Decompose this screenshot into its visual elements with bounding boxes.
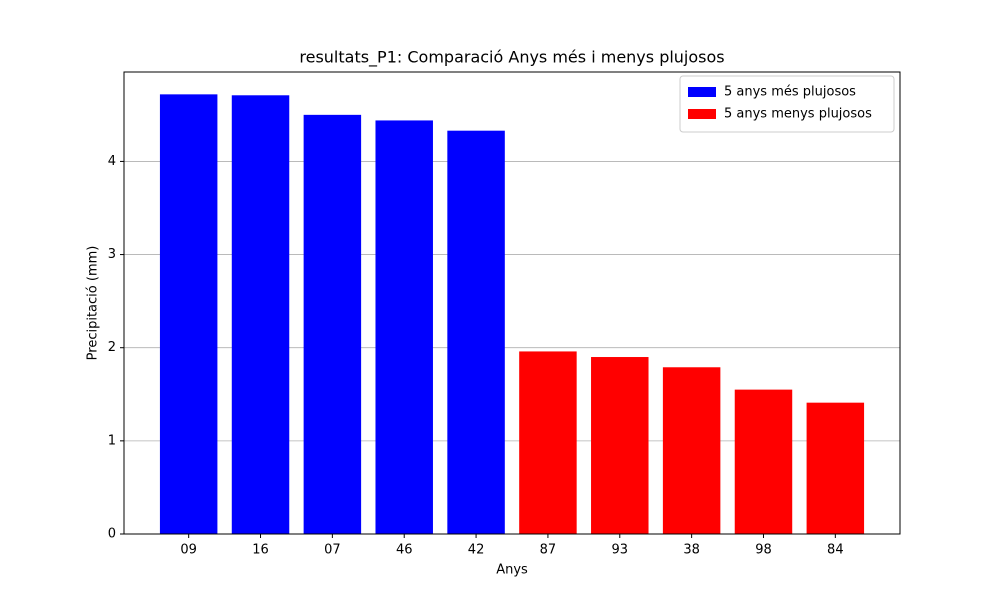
x-axis-label: Anys bbox=[496, 563, 528, 578]
y-tick-label: 0 bbox=[108, 527, 116, 542]
y-tick-label: 1 bbox=[108, 433, 116, 448]
x-tick-label: 87 bbox=[540, 543, 557, 558]
x-tick-label: 16 bbox=[252, 543, 269, 558]
bar bbox=[662, 367, 721, 534]
y-axis-label: Precipitació (mm) bbox=[86, 246, 101, 361]
bar bbox=[375, 120, 433, 534]
x-tick-label: 09 bbox=[180, 543, 197, 558]
x-tick-label: 93 bbox=[612, 543, 629, 558]
x-tick-label: 07 bbox=[324, 543, 341, 558]
bar bbox=[806, 402, 865, 534]
x-tick-label: 42 bbox=[468, 543, 485, 558]
legend-label: 5 anys menys plujosos bbox=[724, 107, 872, 122]
chart-title: resultats_P1: Comparació Anys més i meny… bbox=[299, 48, 724, 68]
legend-swatch bbox=[688, 109, 716, 119]
bar bbox=[734, 389, 793, 534]
bar bbox=[519, 351, 577, 534]
legend-label: 5 anys més plujosos bbox=[724, 85, 856, 100]
x-tick-label: 38 bbox=[683, 543, 700, 558]
legend: 5 anys més plujosos 5 anys menys plujosos bbox=[679, 75, 895, 133]
legend-swatch bbox=[688, 87, 716, 97]
legend-box bbox=[679, 75, 895, 133]
x-tick-label: 46 bbox=[396, 543, 413, 558]
x-tick-label: 98 bbox=[755, 543, 772, 558]
x-tick-label: 84 bbox=[827, 543, 844, 558]
y-tick-label: 3 bbox=[108, 247, 116, 262]
bar bbox=[231, 95, 290, 535]
bar bbox=[447, 130, 505, 534]
bar bbox=[159, 94, 218, 535]
bar bbox=[303, 114, 362, 534]
y-tick-label: 2 bbox=[108, 340, 116, 355]
plot-frame bbox=[123, 71, 901, 535]
bar bbox=[591, 357, 649, 534]
y-tick-label: 4 bbox=[108, 154, 116, 169]
